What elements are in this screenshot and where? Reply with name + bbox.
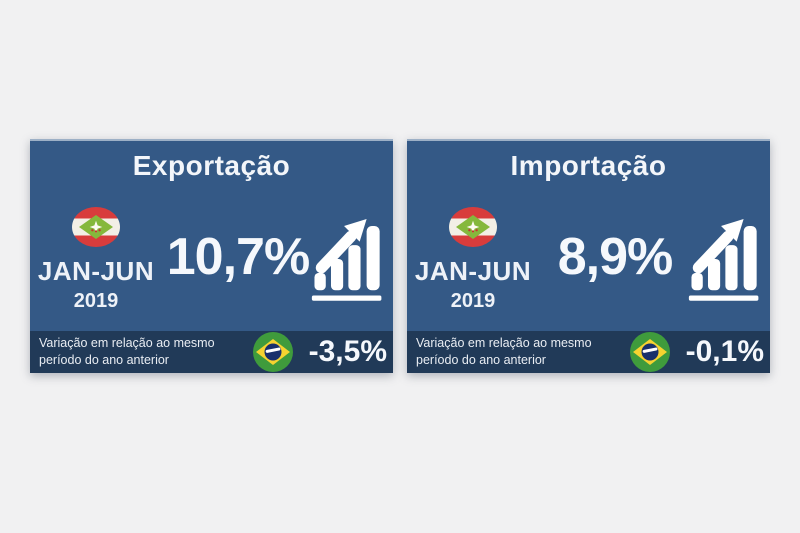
variation-note-line1: Variação em relação ao mesmo — [39, 335, 215, 350]
santa-catarina-flag-icon — [449, 207, 497, 247]
sc-flag-coat-of-arms — [464, 218, 482, 236]
variation-value: -3,5% — [308, 335, 387, 368]
year-label: 2019 — [73, 290, 119, 312]
variation-note-line2: período do ano anterior — [416, 353, 546, 367]
card-title: Importação — [510, 150, 667, 181]
year-label: 2019 — [450, 290, 496, 312]
growth-value: 10,7% — [166, 228, 310, 286]
period-block: JAN-JUN 2019 — [411, 207, 535, 313]
card-title: Exportação — [132, 150, 291, 181]
variation-value: -0,1% — [685, 335, 764, 368]
bar-chart-rising-arrow-icon — [311, 215, 384, 303]
variation-note: Variação em relação ao mesmo período do … — [39, 335, 253, 370]
period-label: JAN-JUN — [414, 256, 532, 286]
sc-flag-coat-of-arms — [87, 218, 105, 236]
variation-footer: Variação em relação ao mesmo período do … — [30, 331, 393, 373]
period-block: JAN-JUN 2019 — [34, 207, 158, 313]
variation-footer: Variação em relação ao mesmo período do … — [407, 331, 770, 373]
santa-catarina-flag-icon — [72, 207, 120, 247]
period-label: JAN-JUN — [37, 256, 155, 286]
growth-value: 8,9% — [557, 228, 674, 286]
bar-chart-rising-arrow-icon — [688, 215, 761, 303]
brazil-flag-icon — [630, 332, 670, 372]
brazil-flag-icon — [253, 332, 293, 372]
variation-note: Variação em relação ao mesmo período do … — [416, 335, 630, 370]
variation-note-line1: Variação em relação ao mesmo — [416, 335, 592, 350]
variation-note-line2: período do ano anterior — [39, 353, 169, 367]
card-exportacao: Exportação JAN-JUN 2019 10,7% — [30, 139, 393, 373]
card-importacao: Importação JAN-JUN 2019 8,9% — [407, 139, 770, 373]
